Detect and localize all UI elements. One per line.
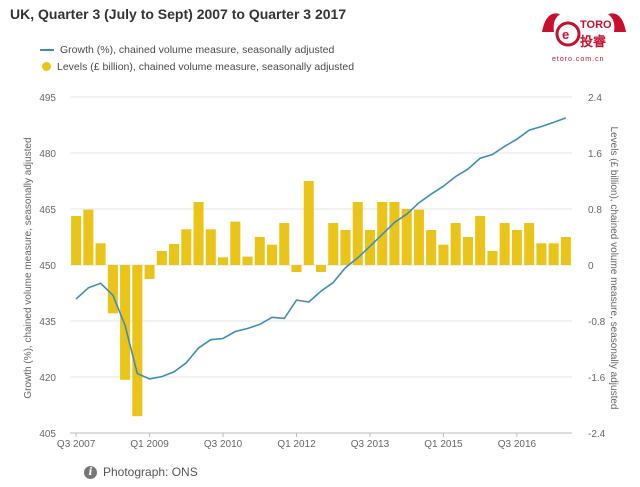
growth-line	[75, 117, 567, 380]
bar	[315, 265, 327, 272]
bar	[291, 265, 302, 272]
bar	[218, 257, 229, 265]
bar	[242, 256, 253, 265]
left-axis-label: Growth (%), chained volume measure, seas…	[23, 137, 34, 398]
svg-text:TORO: TORO	[580, 19, 612, 31]
right-tick-label: 1.6	[588, 149, 602, 160]
left-tick-label: 480	[39, 149, 56, 160]
footer: i Photograph: ONS	[84, 465, 198, 479]
left-tick-label: 420	[39, 373, 56, 384]
chart-title: UK, Quarter 3 (July to Sept) 2007 to Qua…	[10, 6, 347, 22]
right-tick-label: 0	[588, 261, 594, 272]
bar	[548, 243, 559, 265]
x-tick-label: Q3 2007	[57, 439, 96, 450]
gridlines	[70, 96, 572, 378]
bar	[401, 209, 412, 265]
bar	[156, 251, 167, 265]
legend-bar-swatch	[42, 62, 51, 71]
bar	[536, 243, 547, 265]
right-tick-label: -0.8	[588, 317, 606, 328]
bar	[267, 244, 278, 265]
legend-item-levels: Levels (£ billion), chained volume measu…	[40, 58, 354, 75]
bar	[193, 202, 204, 265]
legend-label-growth: Growth (%), chained volume measure, seas…	[60, 43, 335, 56]
legend-label-levels: Levels (£ billion), chained volume measu…	[57, 60, 355, 73]
x-tick-label: Q1 2009	[130, 439, 169, 450]
right-tick-label: 2.4	[588, 93, 602, 104]
bar	[107, 265, 118, 314]
etoro-logo-mark: e TORO 投睿	[542, 13, 626, 50]
left-tick-label: 405	[39, 429, 56, 440]
bar	[389, 202, 400, 265]
bar	[462, 237, 473, 265]
bar	[560, 237, 571, 265]
bar	[120, 265, 131, 380]
left-tick-label: 495	[39, 93, 56, 104]
bar	[487, 251, 498, 265]
bar	[132, 265, 143, 417]
legend-line-swatch	[40, 48, 54, 51]
bar	[499, 223, 510, 265]
x-tick-label: Q1 2015	[424, 439, 463, 450]
bar	[340, 230, 351, 265]
bar	[524, 223, 535, 265]
legend-item-growth: Growth (%), chained volume measure, seas…	[40, 41, 354, 58]
bar	[230, 221, 241, 265]
left-tick-label: 435	[39, 317, 56, 328]
bar	[169, 244, 180, 265]
bar	[205, 229, 216, 265]
logo-url: etoro.com.cn	[552, 56, 605, 63]
x-tick-label: Q3 2013	[351, 439, 390, 450]
x-tick-label: Q3 2016	[498, 439, 537, 450]
line-series	[75, 117, 567, 380]
bar	[83, 209, 94, 265]
bar	[438, 244, 449, 265]
bar	[95, 243, 106, 265]
left-tick-label: 450	[39, 261, 56, 272]
chart-legend: Growth (%), chained volume measure, seas…	[40, 41, 354, 75]
right-axis-label: Levels (£ billion), chained volume measu…	[608, 127, 619, 410]
bar	[303, 181, 314, 265]
bar	[352, 202, 363, 265]
svg-text:e: e	[562, 27, 569, 42]
info-icon: i	[84, 465, 97, 479]
bar	[511, 230, 522, 265]
bar	[181, 229, 192, 265]
bar	[279, 223, 290, 265]
x-tick-label: Q1 2012	[277, 439, 316, 450]
x-axis-ticks: Q3 2007 Q1 2009 Q3 2010 Q1 2012 Q3 2013 Q1 20…	[57, 433, 537, 450]
bar	[328, 223, 339, 265]
bar	[413, 209, 424, 265]
right-axis-ticks: 2.4 1.6 0.8 0 -0.8 -1.6 -2.4	[588, 93, 606, 440]
left-axis-ticks: 495 480 465 450 435 420 405	[39, 93, 56, 440]
bar	[71, 216, 82, 265]
etoro-logo: e TORO 投睿 etoro.com.cn	[534, 6, 634, 68]
x-tick-label: Q3 2010	[204, 439, 243, 450]
bar	[254, 237, 265, 265]
bar	[426, 230, 437, 265]
bar	[475, 216, 486, 265]
right-tick-label: -1.6	[588, 373, 606, 384]
bar	[450, 223, 461, 265]
svg-text:投睿: 投睿	[580, 34, 607, 50]
bar	[144, 265, 155, 279]
right-tick-label: 0.8	[588, 205, 602, 216]
bar-series	[71, 181, 571, 417]
footer-text: Photograph: ONS	[103, 465, 198, 479]
left-tick-label: 465	[39, 205, 56, 216]
bar	[364, 230, 375, 265]
right-tick-label: -2.4	[588, 429, 606, 440]
